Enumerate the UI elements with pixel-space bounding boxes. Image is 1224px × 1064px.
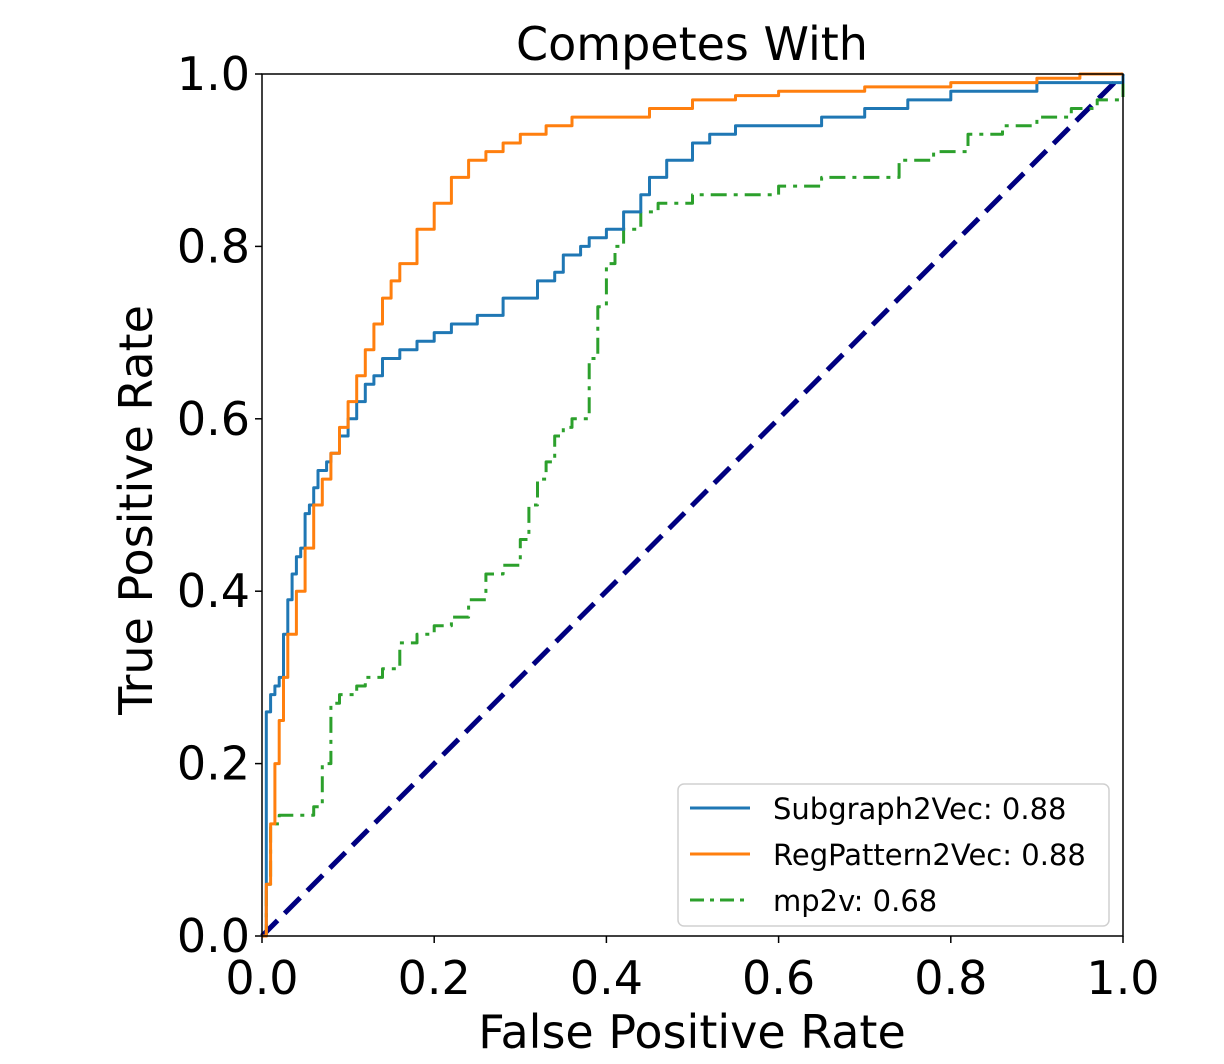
x-tick-label: 0.4	[570, 951, 643, 1005]
y-tick-label: 1.0	[177, 47, 250, 101]
x-tick-label: 0.8	[914, 951, 987, 1005]
y-tick-label: 0.8	[177, 219, 250, 273]
legend-label: RegPattern2Vec: 0.88	[773, 838, 1086, 872]
x-tick-label: 0.6	[742, 951, 815, 1005]
y-tick-label: 0.4	[177, 564, 250, 618]
series-line-1	[262, 74, 1125, 938]
y-axis-ticks: 0.0 0.2 0.4 0.6 0.8 1.0	[177, 47, 262, 963]
x-tick-label: 1.0	[1086, 951, 1159, 1005]
legend-box	[677, 783, 1110, 927]
y-axis-label: True Positive Rate	[109, 305, 163, 716]
x-axis-ticks: 0.0 0.2 0.4 0.6 0.8 1.0	[225, 936, 1160, 1005]
series-line-2	[262, 72, 1123, 938]
chart-title: Competes With	[516, 17, 868, 71]
legend-label: mp2v: 0.68	[773, 884, 937, 918]
chance-diagonal-line	[260, 72, 1125, 938]
x-tick-label: 0.2	[398, 951, 471, 1005]
x-tick-label: 0.0	[225, 951, 298, 1005]
y-tick-label: 0.2	[177, 737, 250, 791]
legend: Subgraph2Vec: 0.88 RegPattern2Vec: 0.88 mp…	[677, 783, 1110, 927]
y-tick-label: 0.0	[177, 909, 250, 963]
legend-label: Subgraph2Vec: 0.88	[773, 792, 1066, 826]
x-axis-label: False Positive Rate	[478, 1005, 906, 1059]
series-line-3	[262, 74, 1125, 938]
y-tick-label: 0.6	[177, 392, 250, 446]
plot-frame	[261, 73, 1124, 937]
